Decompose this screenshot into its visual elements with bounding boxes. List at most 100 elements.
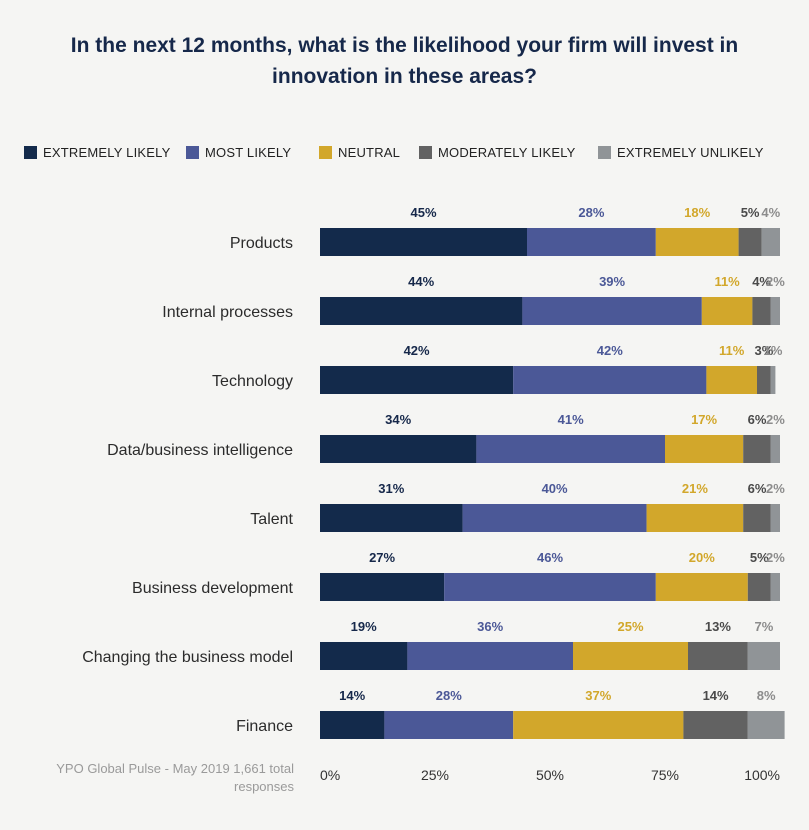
- x-tick-label-100: 100%: [744, 767, 780, 783]
- chart-title-line-2: innovation in these areas?: [272, 65, 537, 88]
- data-label-data-business-intelligence-neutral: 17%: [691, 412, 717, 427]
- bar-segment-talent-neutral: [646, 504, 744, 532]
- bar-segment-changing-the-business-model-neutral: [573, 642, 688, 670]
- bar-segment-internal-processes-extremely-unlikely: [770, 297, 780, 325]
- bar-segment-talent-extremely-unlikely: [770, 504, 780, 532]
- bar-segment-finance-moderately-likely: [683, 711, 748, 739]
- x-tick-label-50: 50%: [536, 767, 564, 783]
- data-label-business-development-extremely-unlikely: 2%: [766, 550, 785, 565]
- bar-segment-changing-the-business-model-moderately-likely: [688, 642, 748, 670]
- bar-segment-products-moderately-likely: [738, 228, 762, 256]
- data-label-talent-most-likely: 40%: [542, 481, 568, 496]
- data-label-products-extremely-likely: 45%: [410, 205, 436, 220]
- data-label-data-business-intelligence-most-likely: 41%: [558, 412, 584, 427]
- data-label-business-development-most-likely: 46%: [537, 550, 563, 565]
- bar-segment-internal-processes-neutral: [701, 297, 753, 325]
- data-label-internal-processes-neutral: 11%: [714, 274, 740, 289]
- data-label-products-most-likely: 28%: [578, 205, 604, 220]
- bar-segment-products-extremely-unlikely: [761, 228, 780, 256]
- chart-title: In the next 12 months, what is the likel…: [0, 30, 809, 92]
- bar-segment-internal-processes-moderately-likely: [752, 297, 771, 325]
- data-label-business-development-moderately-likely: 5%: [750, 550, 769, 565]
- legend-swatch-extremely-unlikely: [598, 146, 611, 159]
- data-label-finance-neutral: 37%: [585, 688, 611, 703]
- bar-segment-changing-the-business-model-extremely-unlikely: [747, 642, 780, 670]
- legend-label-neutral: NEUTRAL: [338, 145, 401, 160]
- data-label-technology-moderately-likely: 3%: [755, 343, 774, 358]
- bar-segment-products-neutral: [655, 228, 739, 256]
- data-label-technology-neutral: 11%: [719, 343, 745, 358]
- bar-segment-data-business-intelligence-most-likely: [476, 435, 665, 463]
- legend-item-extremely-likely: EXTREMELY LIKELY: [24, 145, 170, 160]
- bar-segment-talent-extremely-likely: [320, 504, 463, 532]
- bar-segment-business-development-most-likely: [444, 573, 656, 601]
- bar-segment-finance-most-likely: [384, 711, 514, 739]
- chart-title-line-1: In the next 12 months, what is the likel…: [70, 34, 739, 57]
- chart-legend: EXTREMELY LIKELY MOST LIKELY NEUTRAL MOD…: [24, 145, 804, 165]
- category-label-talent: Talent: [250, 511, 293, 528]
- data-label-data-business-intelligence-extremely-likely: 34%: [385, 412, 411, 427]
- category-label-internal-processes: Internal processes: [162, 304, 293, 321]
- legend-label-extremely-unlikely: EXTREMELY UNLIKELY: [617, 145, 764, 160]
- bar-segment-finance-neutral: [513, 711, 684, 739]
- data-label-finance-most-likely: 28%: [436, 688, 462, 703]
- data-label-data-business-intelligence-extremely-unlikely: 2%: [766, 412, 785, 427]
- data-label-internal-processes-extremely-likely: 44%: [408, 274, 434, 289]
- category-label-finance: Finance: [236, 718, 293, 735]
- data-label-changing-the-business-model-neutral: 25%: [617, 619, 643, 634]
- bar-segment-data-business-intelligence-moderately-likely: [743, 435, 771, 463]
- legend-label-most-likely: MOST LIKELY: [205, 145, 292, 160]
- legend-item-moderately-likely: MODERATELY LIKELY: [419, 145, 576, 160]
- legend-label-extremely-likely: EXTREMELY LIKELY: [43, 145, 171, 160]
- data-label-changing-the-business-model-extremely-likely: 19%: [351, 619, 377, 634]
- data-label-business-development-neutral: 20%: [689, 550, 715, 565]
- category-label-technology: Technology: [212, 373, 293, 390]
- legend-swatch-neutral: [319, 146, 332, 159]
- data-label-products-extremely-unlikely: 4%: [761, 205, 780, 220]
- data-label-changing-the-business-model-most-likely: 36%: [477, 619, 503, 634]
- data-label-talent-extremely-likely: 31%: [378, 481, 404, 496]
- source-note: YPO Global Pulse - May 2019 1,661 total …: [56, 761, 294, 794]
- data-label-internal-processes-most-likely: 39%: [599, 274, 625, 289]
- bar-segment-technology-neutral: [706, 366, 757, 394]
- legend-item-neutral: NEUTRAL: [319, 145, 400, 160]
- bar-segment-talent-moderately-likely: [743, 504, 771, 532]
- legend-swatch-moderately-likely: [419, 146, 432, 159]
- bar-segment-business-development-neutral: [655, 573, 748, 601]
- bar-segment-changing-the-business-model-extremely-likely: [320, 642, 408, 670]
- category-label-data-business-intelligence: Data/business intelligence: [107, 442, 293, 459]
- bar-segment-finance-extremely-likely: [320, 711, 385, 739]
- data-label-internal-processes-moderately-likely: 4%: [752, 274, 771, 289]
- bar-segment-data-business-intelligence-extremely-likely: [320, 435, 477, 463]
- data-label-finance-extremely-likely: 14%: [339, 688, 365, 703]
- bar-segment-technology-most-likely: [513, 366, 707, 394]
- bar-segment-finance-extremely-unlikely: [747, 711, 785, 739]
- data-label-finance-moderately-likely: 14%: [703, 688, 729, 703]
- legend-swatch-most-likely: [186, 146, 199, 159]
- legend-swatch-extremely-likely: [24, 146, 37, 159]
- data-label-business-development-extremely-likely: 27%: [369, 550, 395, 565]
- data-label-data-business-intelligence-moderately-likely: 6%: [748, 412, 767, 427]
- data-label-internal-processes-extremely-unlikely: 2%: [766, 274, 785, 289]
- legend-label-moderately-likely: MODERATELY LIKELY: [438, 145, 576, 160]
- data-label-finance-extremely-unlikely: 8%: [757, 688, 776, 703]
- category-label-products: Products: [230, 235, 293, 252]
- bar-segment-data-business-intelligence-neutral: [665, 435, 744, 463]
- bar-segment-talent-most-likely: [462, 504, 647, 532]
- x-tick-label-0: 0%: [320, 767, 340, 783]
- category-label-business-development: Business development: [132, 580, 294, 597]
- bar-segment-technology-extremely-unlikely: [770, 366, 776, 394]
- legend-item-extremely-unlikely: EXTREMELY UNLIKELY: [598, 145, 764, 160]
- data-label-talent-moderately-likely: 6%: [748, 481, 767, 496]
- data-label-talent-neutral: 21%: [682, 481, 708, 496]
- bar-segment-internal-processes-most-likely: [522, 297, 702, 325]
- bar-segment-data-business-intelligence-extremely-unlikely: [770, 435, 780, 463]
- bar-segment-technology-moderately-likely: [757, 366, 771, 394]
- bar-segment-business-development-moderately-likely: [747, 573, 771, 601]
- data-label-products-moderately-likely: 5%: [741, 205, 760, 220]
- data-label-changing-the-business-model-extremely-unlikely: 7%: [755, 619, 774, 634]
- legend-item-most-likely: MOST LIKELY: [186, 145, 291, 160]
- data-label-talent-extremely-unlikely: 2%: [766, 481, 785, 496]
- data-label-changing-the-business-model-moderately-likely: 13%: [705, 619, 731, 634]
